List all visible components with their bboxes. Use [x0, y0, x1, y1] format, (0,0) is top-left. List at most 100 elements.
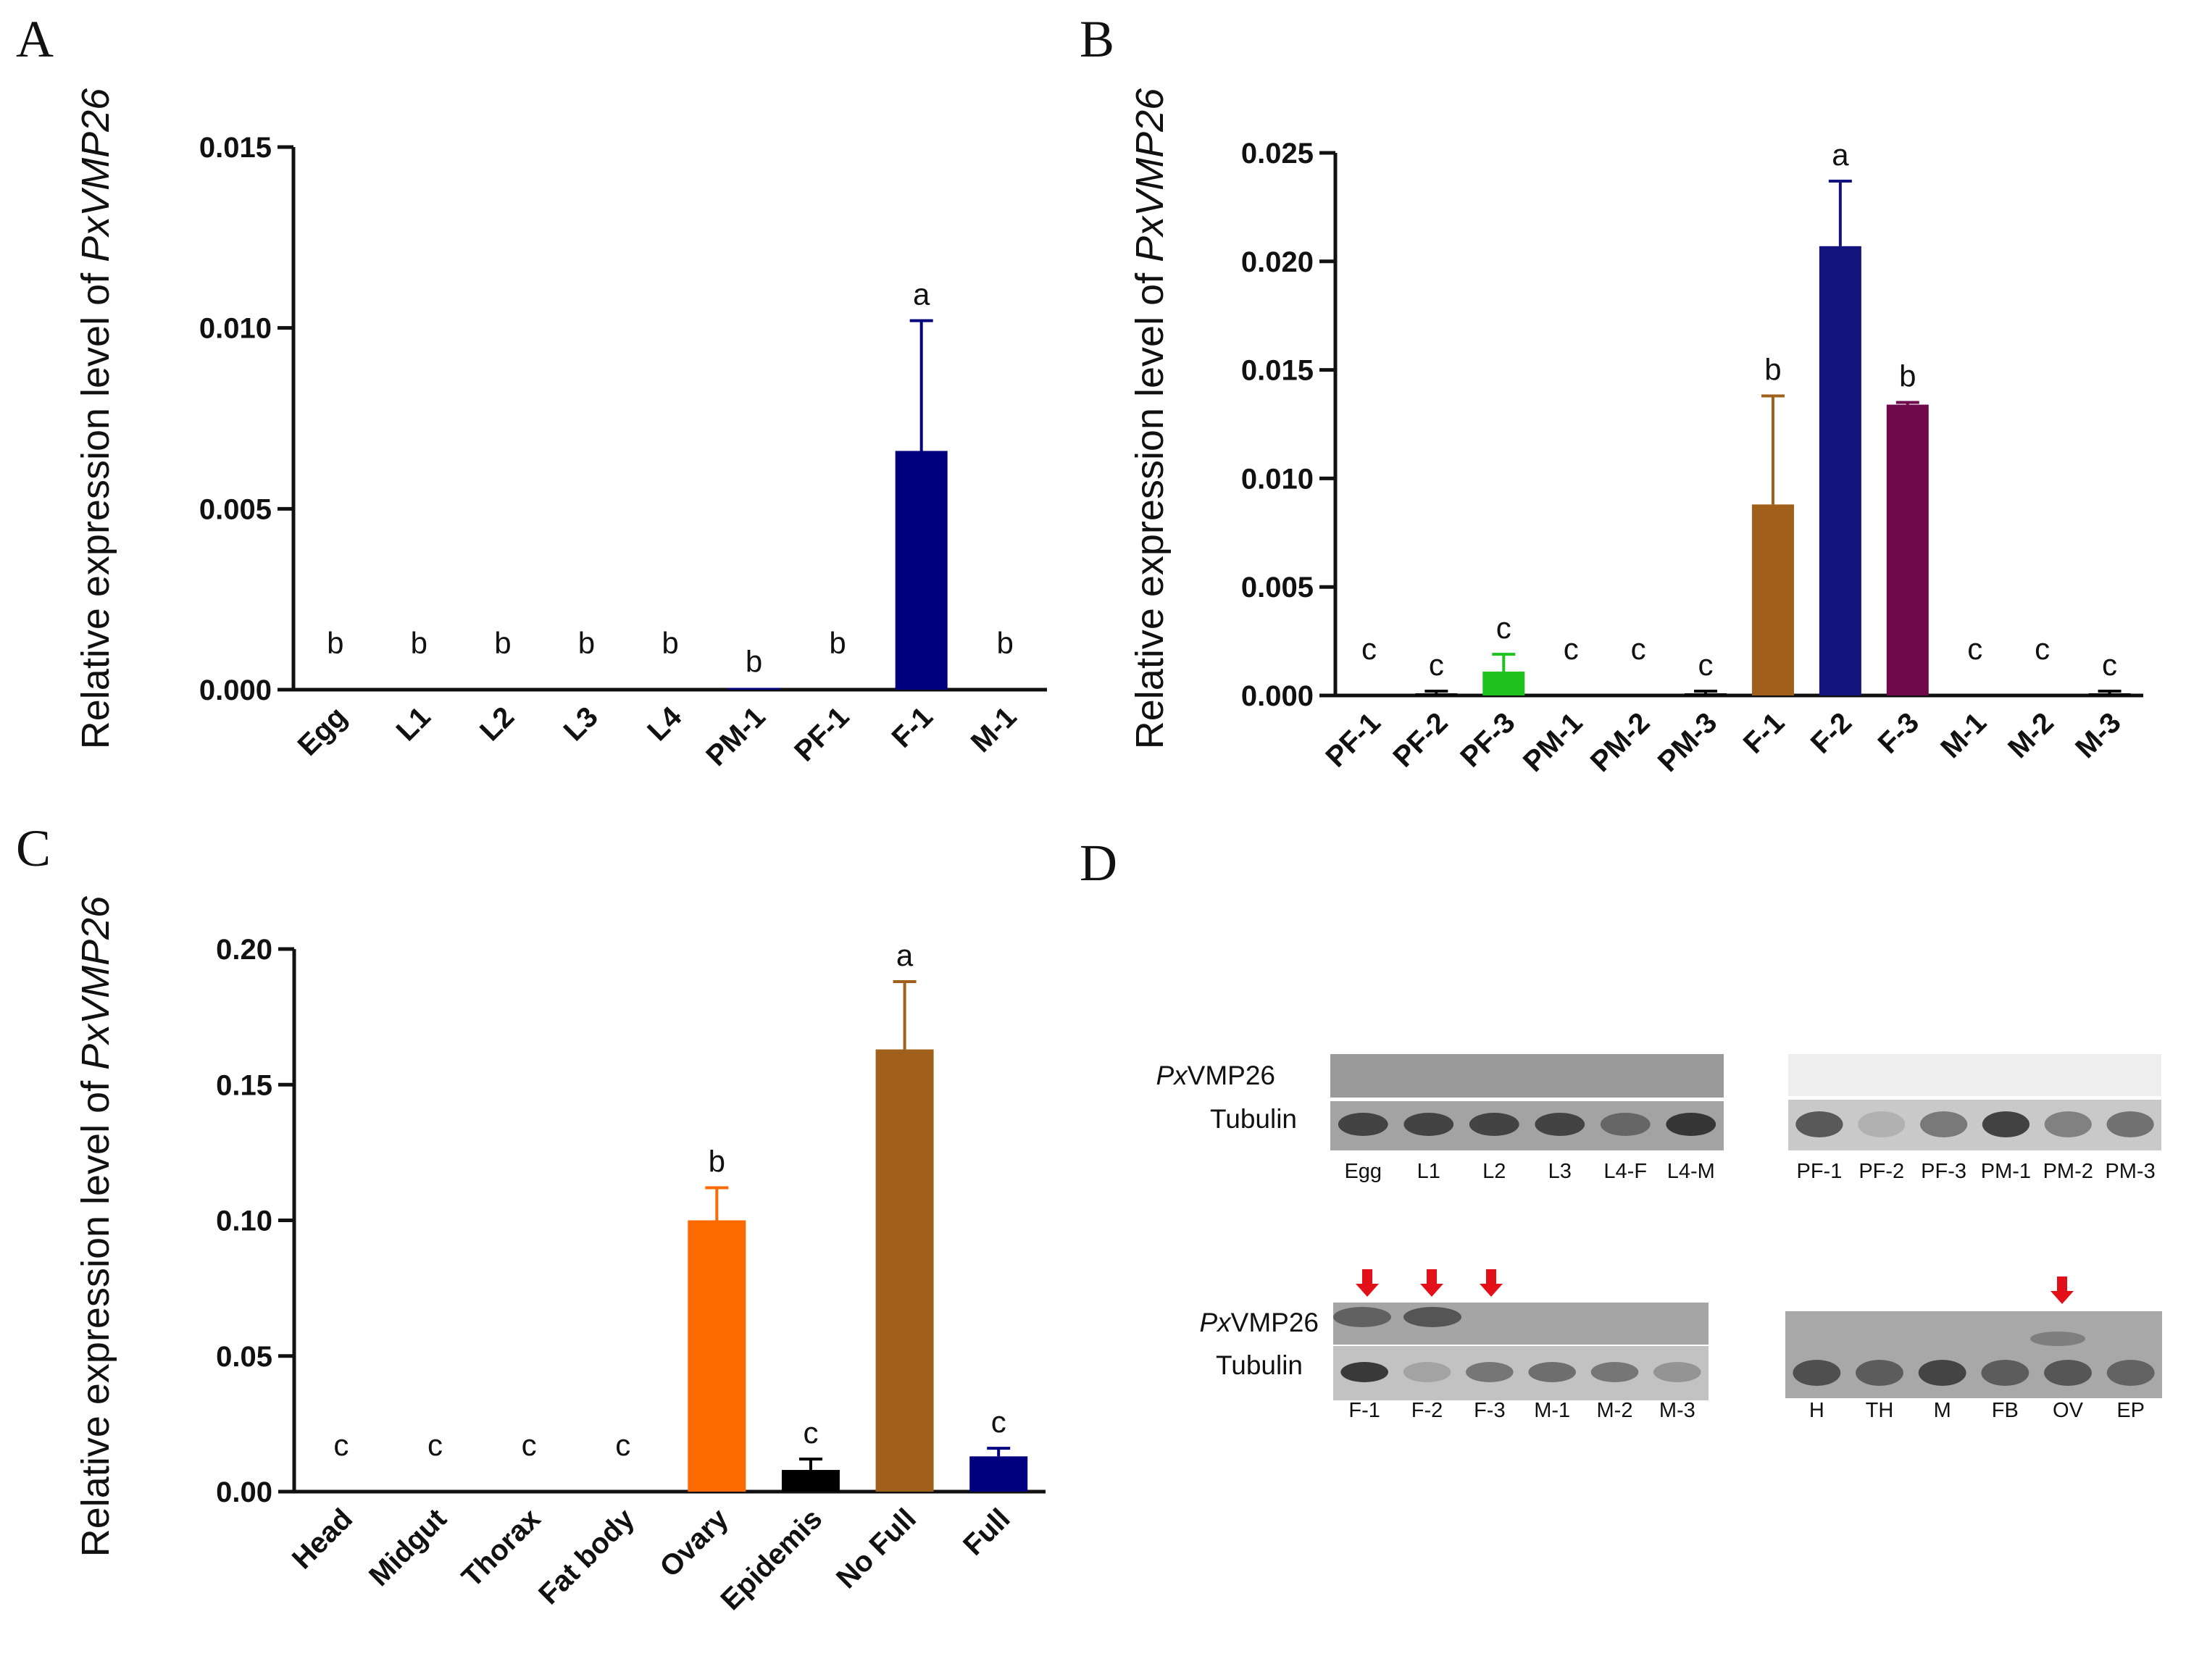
lane-label: PF-1: [1796, 1160, 1842, 1183]
tubulin-band: [2044, 1111, 2092, 1137]
bar: [2088, 693, 2131, 695]
significance-label: c: [991, 1405, 1006, 1439]
lane-label: FB: [1992, 1399, 2019, 1422]
category-label: M-1: [965, 701, 1023, 758]
bar: [781, 1470, 840, 1492]
blot-1-gene-strip: [1330, 1054, 1724, 1098]
category-label: F-1: [1737, 706, 1791, 760]
tubulin-band: [1919, 1111, 1968, 1137]
significance-label: c: [615, 1428, 630, 1462]
significance-label: c: [2102, 648, 2117, 682]
significance-label: b: [327, 626, 343, 660]
category-label: PM-1: [1517, 706, 1589, 778]
category-label: Head: [286, 1503, 359, 1575]
y-tick-label: 0.005: [199, 493, 272, 525]
category-label: PM-2: [1585, 706, 1656, 778]
category-label: PM-1: [700, 701, 772, 772]
panel-letter-c: C: [16, 819, 51, 877]
y-tick-label: 0.000: [1241, 680, 1314, 712]
lane-label: PM-1: [1981, 1160, 2031, 1183]
y-axis-label: Relative expression level of PxVMP26: [74, 895, 117, 1557]
lane-label: F-2: [1411, 1399, 1443, 1422]
tubulin-band: [1666, 1113, 1716, 1136]
lane-label: TH: [1866, 1399, 1894, 1422]
category-label: L2: [474, 701, 520, 747]
tubulin-band: [2106, 1360, 2155, 1386]
tubulin-band: [1340, 1362, 1388, 1382]
category-label: Midgut: [363, 1503, 453, 1592]
tubulin-band: [2044, 1360, 2092, 1386]
category-label: F-2: [1805, 706, 1858, 760]
bar: [1685, 693, 1727, 695]
blot-3: PxVMP26 Tubulin: [1199, 1303, 1709, 1400]
tubulin-band: [1653, 1362, 1701, 1382]
tubulin-band: [1338, 1113, 1388, 1136]
bar: [969, 1456, 1028, 1492]
tubulin-band: [1795, 1111, 1843, 1137]
bar: [688, 1220, 746, 1492]
category-label: Thorax: [456, 1503, 546, 1593]
category-label: PF-2: [1387, 706, 1453, 773]
tubulin-band: [1403, 1113, 1454, 1136]
bar: [1415, 693, 1458, 695]
tubulin-band: [1590, 1362, 1639, 1382]
significance-label: c: [1631, 632, 1646, 666]
gene-band: [2030, 1332, 2085, 1346]
significance-label: b: [1899, 359, 1916, 393]
tubulin-band: [1528, 1362, 1576, 1382]
y-tick-label: 0.000: [199, 674, 272, 706]
significance-label: c: [333, 1428, 349, 1462]
bar: [1886, 404, 1929, 695]
y-tick-label: 0.15: [216, 1069, 272, 1101]
bar: [895, 451, 948, 690]
category-label: PF-1: [788, 701, 855, 767]
category-label: F-3: [1872, 706, 1926, 760]
significance-label: c: [1967, 632, 1982, 666]
y-tick-label: 0.10: [216, 1205, 272, 1237]
y-tick-label: 0.010: [199, 313, 272, 345]
blot-3-tubulin-label: Tubulin: [1216, 1350, 1303, 1380]
lane-label: L1: [1417, 1160, 1440, 1183]
lane-label: EP: [2116, 1399, 2145, 1422]
lane-label: H: [1809, 1399, 1824, 1422]
blot-4-strip: [1785, 1311, 2162, 1398]
category-label: No Full: [830, 1503, 922, 1595]
blot-4: [1785, 1311, 2162, 1398]
lane-label: PF-3: [1921, 1160, 1966, 1183]
significance-label: b: [1764, 353, 1781, 387]
lane-label: M-1: [1534, 1399, 1570, 1422]
category-label: M-2: [2002, 706, 2060, 764]
category-label: L1: [391, 701, 437, 747]
category-label: M-3: [2069, 706, 2127, 764]
lane-label: M: [1934, 1399, 1951, 1422]
red-arrow-icon: [1480, 1269, 1503, 1297]
significance-label: c: [1361, 632, 1377, 666]
significance-label: b: [662, 626, 678, 660]
blot-3-gene-strip: [1333, 1303, 1709, 1345]
category-label: M-1: [1935, 706, 1993, 764]
tubulin-band: [1403, 1362, 1451, 1382]
y-axis-label: Relative expression level of PxVMP26: [74, 88, 117, 749]
lane-label: M-3: [1659, 1399, 1695, 1422]
red-arrow-icon: [2051, 1276, 2074, 1304]
lane-label: OV: [2053, 1399, 2084, 1422]
chart-a: 0.000 0.005 0.010 0.015 Relative expression …: [74, 88, 1047, 772]
y-tick-label: 0.05: [216, 1341, 272, 1373]
y-tick-label: 0.005: [1241, 572, 1314, 603]
significance-label: c: [1564, 632, 1579, 666]
significance-label: b: [578, 626, 595, 660]
y-tick-label: 0.025: [1241, 138, 1314, 170]
tubulin-band: [1535, 1113, 1585, 1136]
lane-label: L4-F: [1603, 1160, 1647, 1183]
chart-b: 0.000 0.005 0.010 0.015 0.020 0.025 Relative e…: [1128, 88, 2143, 778]
tubulin-band: [1600, 1113, 1651, 1136]
red-arrow-icon: [1420, 1269, 1443, 1297]
significance-label: a: [1832, 138, 1849, 172]
blot-1-gene-label: PxVMP26: [1156, 1061, 1275, 1090]
gene-band: [1403, 1307, 1461, 1327]
significance-label: b: [709, 1145, 725, 1179]
significance-label: b: [829, 626, 846, 660]
blot-2: [1788, 1054, 2161, 1150]
category-label: PF-1: [1319, 706, 1386, 773]
gene-band: [1333, 1307, 1391, 1327]
